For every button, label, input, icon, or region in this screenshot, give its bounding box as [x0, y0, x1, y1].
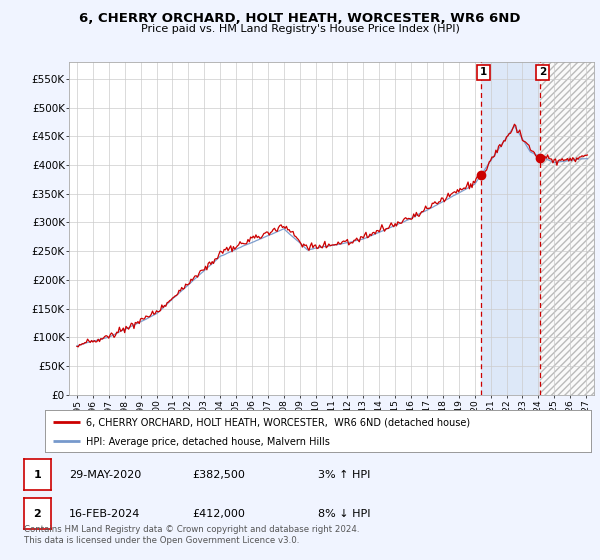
Bar [540, 62, 594, 395]
Text: Price paid vs. HM Land Registry's House Price Index (HPI): Price paid vs. HM Land Registry's House … [140, 24, 460, 34]
Text: 6, CHERRY ORCHARD, HOLT HEATH, WORCESTER, WR6 6ND: 6, CHERRY ORCHARD, HOLT HEATH, WORCESTER… [79, 12, 521, 25]
Text: £382,500: £382,500 [192, 470, 245, 479]
Text: 1: 1 [480, 67, 487, 77]
Text: 3% ↑ HPI: 3% ↑ HPI [318, 470, 370, 479]
Bar [481, 62, 540, 395]
Text: Contains HM Land Registry data © Crown copyright and database right 2024.
This d: Contains HM Land Registry data © Crown c… [24, 525, 359, 545]
Text: 1: 1 [34, 470, 41, 479]
Text: 8% ↓ HPI: 8% ↓ HPI [318, 509, 371, 519]
Text: HPI: Average price, detached house, Malvern Hills: HPI: Average price, detached house, Malv… [86, 437, 330, 446]
Bar [540, 62, 594, 395]
Text: 29-MAY-2020: 29-MAY-2020 [69, 470, 141, 479]
Text: £412,000: £412,000 [192, 509, 245, 519]
Bar [540, 62, 594, 395]
Text: 6, CHERRY ORCHARD, HOLT HEATH, WORCESTER,  WR6 6ND (detached house): 6, CHERRY ORCHARD, HOLT HEATH, WORCESTER… [86, 417, 470, 427]
Text: 2: 2 [34, 509, 41, 519]
Text: 16-FEB-2024: 16-FEB-2024 [69, 509, 140, 519]
Text: 2: 2 [539, 67, 546, 77]
